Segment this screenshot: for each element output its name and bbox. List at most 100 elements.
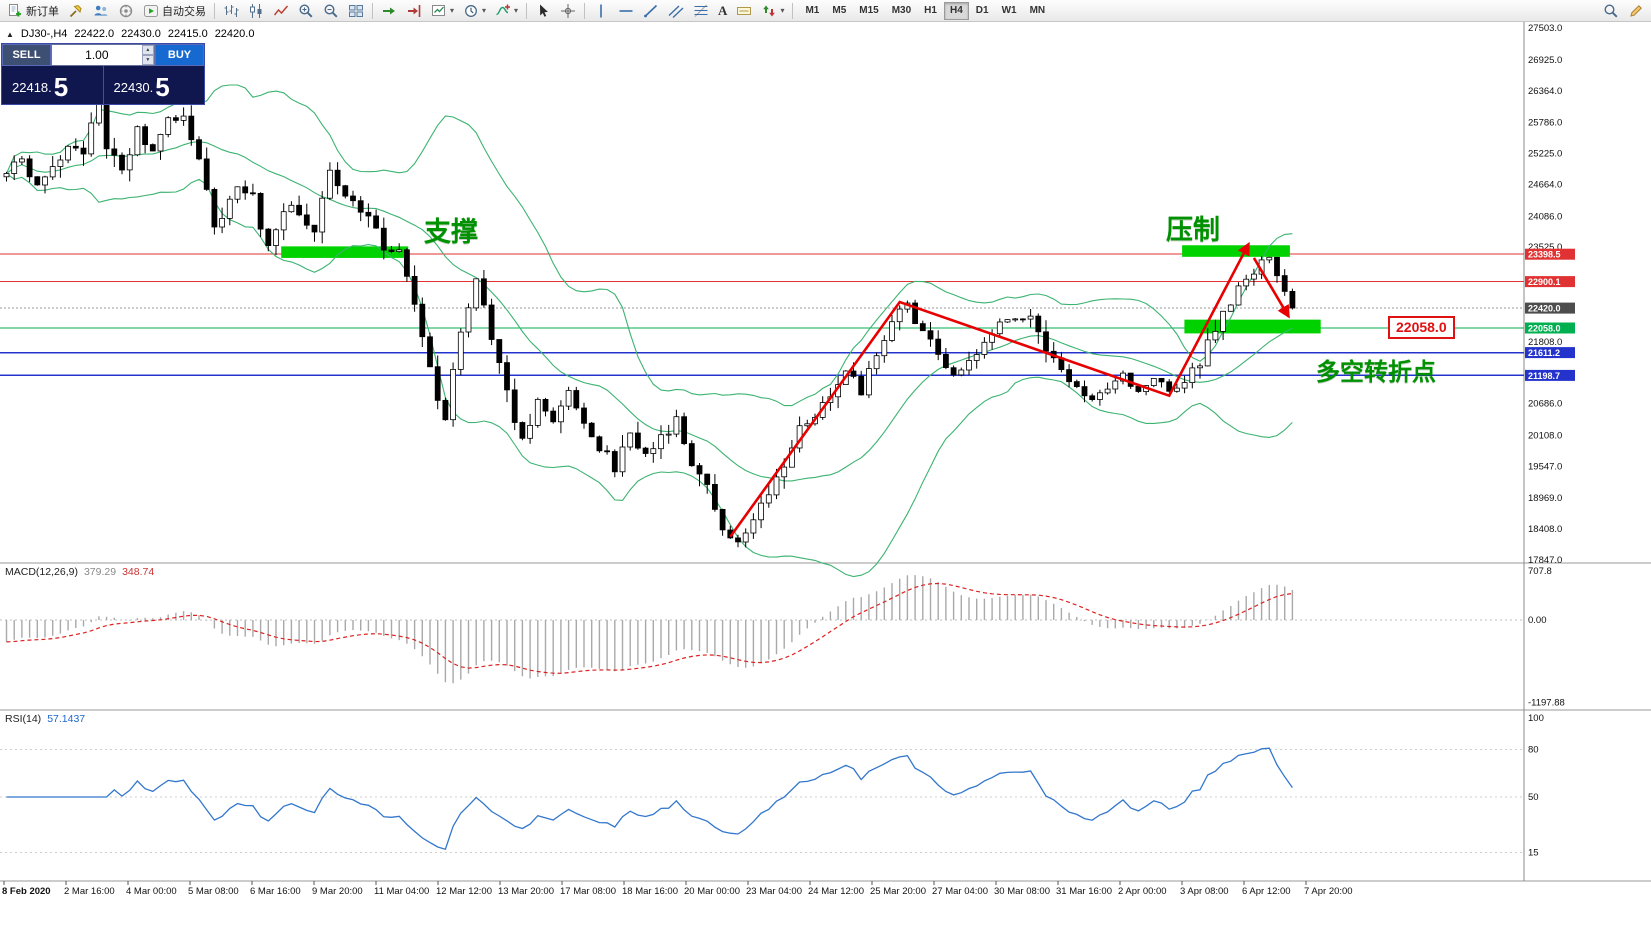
auto-scroll-button[interactable] — [377, 1, 401, 21]
vertical-line-tool-button[interactable] — [589, 1, 613, 21]
candle-body — [280, 211, 287, 231]
timeframe-button-m1[interactable]: M1 — [799, 2, 825, 20]
fibonacci-tool-button[interactable] — [689, 1, 713, 21]
channel-tool-button[interactable] — [664, 1, 688, 21]
timeframe-button-h1[interactable]: H1 — [918, 2, 943, 20]
candle-body — [80, 147, 87, 155]
chart-shift-button[interactable] — [402, 1, 426, 21]
buy-button[interactable]: BUY — [155, 44, 204, 66]
community-button[interactable] — [114, 1, 138, 21]
arrows-tool-button[interactable]: ▾ — [757, 1, 788, 21]
macd-main-value: 379.29 — [83, 566, 117, 578]
candle-body — [981, 341, 988, 355]
candle-body — [704, 473, 711, 485]
candle-body — [242, 186, 249, 194]
chart-canvas[interactable]: 27503.0 26925.0 26364.0 25786.0 25225.0 24664… — [0, 22, 1651, 945]
candle-body — [419, 303, 426, 338]
timeframe-button-mn[interactable]: MN — [1024, 2, 1052, 20]
candle-body — [542, 398, 549, 412]
buy-price[interactable]: 22430. 5 — [102, 66, 205, 104]
timeframe-button-h4[interactable]: H4 — [943, 1, 969, 20]
crosshair-button[interactable] — [556, 1, 580, 21]
toolbar-separator — [584, 2, 586, 19]
text-tool-button[interactable]: A — [714, 1, 731, 21]
macd-signal-value: 348.74 — [122, 566, 155, 578]
rsi-line — [6, 747, 1293, 850]
candlestick-chart-button[interactable] — [244, 1, 268, 21]
price-callout[interactable]: 22058.0 — [1388, 316, 1455, 339]
expert-tools-button[interactable] — [64, 1, 88, 21]
candle-body — [650, 448, 657, 454]
time-axis-label: 20 Mar 00:00 — [684, 886, 740, 897]
edit-button[interactable] — [1624, 1, 1648, 21]
price-tick-label: 24086.0 — [1528, 211, 1562, 222]
new-chart-button[interactable]: ▾ — [427, 1, 458, 21]
time-axis-label: 5 Mar 08:00 — [188, 886, 239, 897]
candle-body — [927, 330, 934, 340]
candle-body — [450, 368, 457, 421]
bollinger-upper-band — [5, 84, 1293, 407]
tile-windows-button[interactable] — [344, 1, 368, 21]
candle-body — [219, 217, 226, 228]
volume-input[interactable] — [52, 45, 142, 65]
cursor-button[interactable] — [531, 1, 555, 21]
candle-body — [72, 145, 79, 149]
sell-price[interactable]: 22418. 5 — [2, 66, 103, 104]
timeframe-button-m15[interactable]: M15 — [853, 2, 884, 20]
rsi-tick-label: 15 — [1528, 847, 1539, 858]
timeframe-button-m30[interactable]: M30 — [886, 2, 917, 20]
timeframe-button-d1[interactable]: D1 — [970, 2, 995, 20]
volume-decrease-button[interactable]: ▼ — [141, 55, 154, 65]
zone-rectangle[interactable] — [1182, 245, 1290, 257]
price-axis[interactable] — [1524, 22, 1651, 881]
time-axis-label: 23 Mar 04:00 — [746, 886, 802, 897]
timeframe-button-w1[interactable]: W1 — [996, 2, 1023, 20]
rsi-tick-label: 80 — [1528, 745, 1539, 756]
arrows-icon — [763, 5, 776, 16]
buy-price-main: 22430. — [113, 80, 154, 95]
trendline-tool-button[interactable] — [639, 1, 663, 21]
new-chart-icon — [432, 4, 445, 16]
candle-body — [1274, 256, 1280, 277]
candle-body — [873, 355, 880, 370]
indicators-button[interactable]: ▾ — [491, 1, 522, 21]
time-axis-label: 3 Apr 08:00 — [1180, 886, 1229, 897]
text-label-tool-button[interactable] — [732, 1, 756, 21]
search-button[interactable] — [1599, 1, 1623, 21]
auto-scroll-icon — [383, 7, 395, 14]
zone-rectangle[interactable] — [281, 246, 409, 258]
zoom-in-button[interactable] — [294, 1, 318, 21]
candle-body — [442, 399, 449, 421]
trend-arrow[interactable] — [729, 241, 1250, 538]
zoom-out-button[interactable] — [319, 1, 343, 21]
candle-body — [1127, 372, 1134, 387]
dropdown-caret-icon: ▾ — [780, 5, 785, 15]
bar-chart-button[interactable] — [219, 1, 243, 21]
candle-body — [3, 173, 10, 178]
candle-body — [1020, 318, 1026, 321]
candle-body — [434, 366, 441, 401]
price-tick-label: 26925.0 — [1528, 55, 1562, 66]
candle-body — [1181, 382, 1188, 389]
trend-arrow[interactable] — [1252, 257, 1290, 319]
zone-rectangle[interactable] — [1184, 319, 1321, 334]
timeframe-button-m5[interactable]: M5 — [826, 2, 852, 20]
horizontal-line-tool-button[interactable] — [614, 1, 638, 21]
candle-body — [735, 537, 741, 543]
candle-body — [411, 275, 418, 305]
autotrading-button[interactable]: 自动交易 — [139, 1, 210, 21]
line-chart-button[interactable] — [269, 1, 293, 21]
profiles-icon — [94, 5, 108, 16]
profiles-button[interactable] — [89, 1, 113, 21]
time-axis[interactable] — [0, 881, 1651, 903]
candle-body — [550, 410, 557, 423]
candle-body — [380, 227, 387, 251]
candle-body — [611, 451, 618, 473]
volume-increase-button[interactable]: ▲ — [141, 45, 154, 55]
new-order-button[interactable]: 新订单 — [3, 1, 63, 21]
periods-button[interactable]: ▾ — [459, 1, 490, 21]
sell-button[interactable]: SELL — [2, 44, 51, 66]
bollinger-lower-band — [6, 173, 1293, 578]
candle-body — [403, 249, 410, 277]
macd-tick-label: -1197.88 — [1528, 698, 1565, 709]
